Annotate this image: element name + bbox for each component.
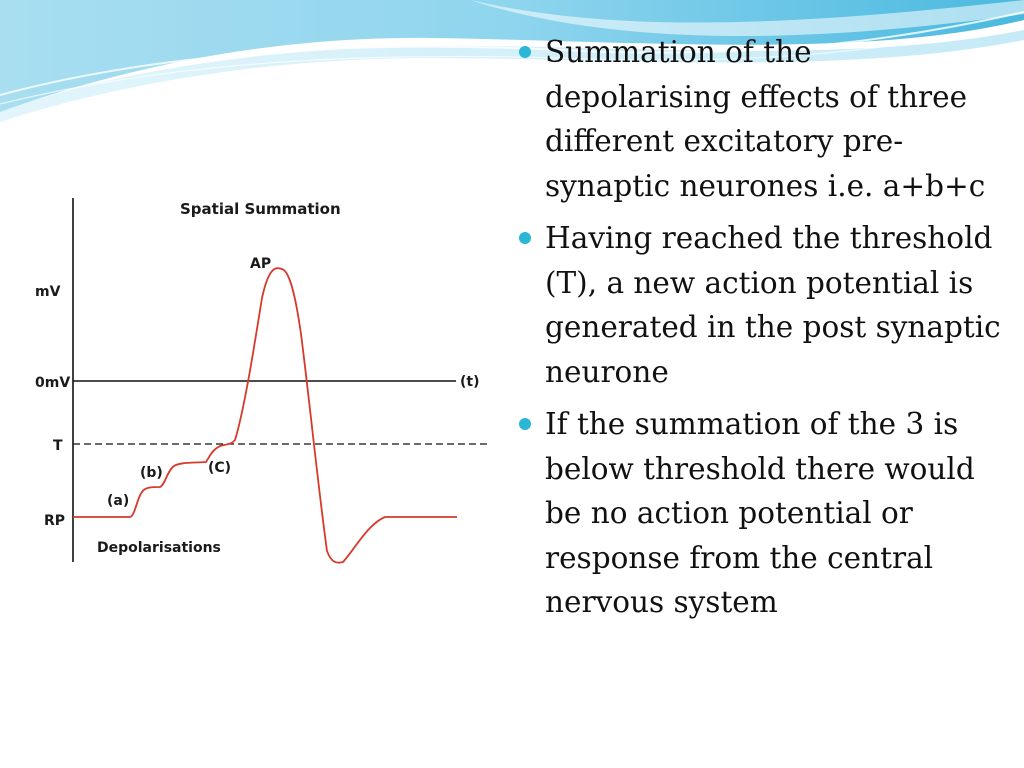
label-b: (b) [140, 465, 163, 481]
bullet-text: Having reached the threshold (T), a new … [545, 221, 1001, 389]
bullet-item: Having reached the threshold (T), a new … [518, 216, 1004, 394]
label-time: (t) [460, 374, 480, 390]
bullet-list: Summation of the depolarising effects of… [518, 30, 1004, 633]
bullet-item: If the summation of the 3 is below thres… [518, 402, 1004, 625]
label-threshold: T [53, 438, 63, 454]
summation-graph: Spatial Summation AP mV 0mV (t) T (C) (b… [35, 198, 488, 564]
label-depolarisations: Depolarisations [97, 540, 221, 556]
label-zero-mv: 0mV [35, 375, 70, 391]
label-c: (C) [208, 460, 231, 476]
label-a: (a) [107, 493, 129, 509]
bullet-text: Summation of the depolarising effects of… [545, 35, 986, 203]
bullet-dot-icon [519, 418, 531, 430]
spatial-summation-figure: Spatial Summation AP mV 0mV (t) T (C) (b… [34, 196, 488, 568]
bullet-dot-icon [519, 46, 531, 58]
label-ap: AP [250, 256, 271, 272]
label-mv: mV [35, 284, 61, 300]
header-wave-decoration [0, 0, 1024, 122]
bullet-dot-icon [519, 232, 531, 244]
bullet-item: Summation of the depolarising effects of… [518, 30, 1004, 208]
membrane-potential-trace [73, 267, 457, 564]
bullet-text: If the summation of the 3 is below thres… [545, 407, 975, 619]
label-rp: RP [44, 513, 65, 529]
figure-title: Spatial Summation [180, 200, 341, 218]
